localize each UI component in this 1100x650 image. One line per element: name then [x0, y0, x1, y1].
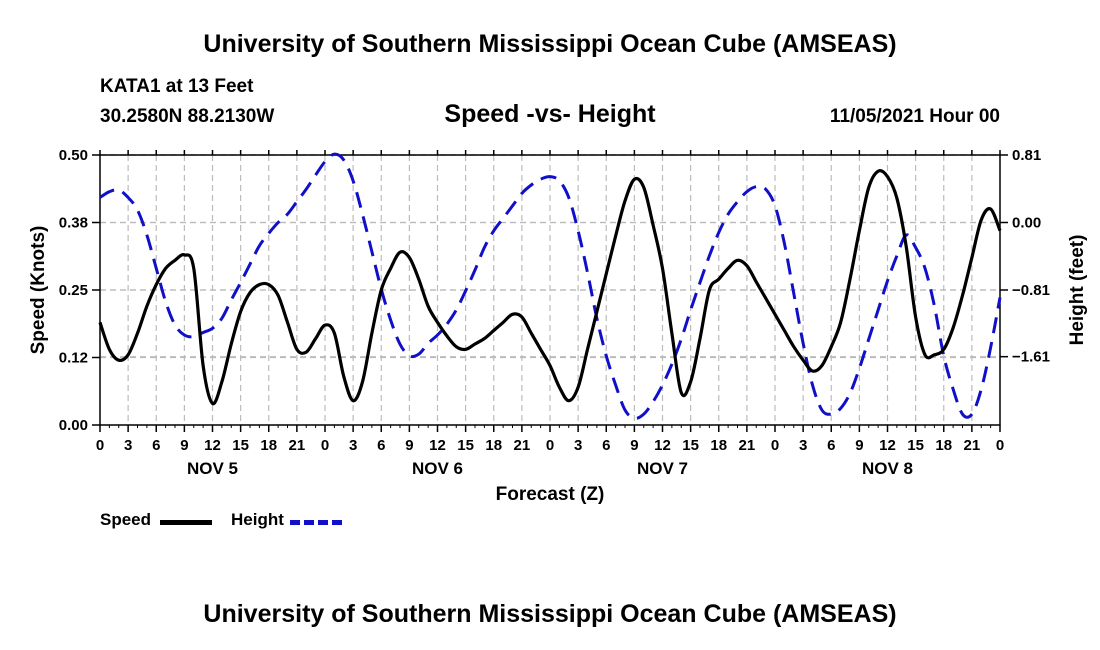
- day-label: NOV 8: [862, 459, 913, 478]
- y2-tick-label: −0.81: [1012, 282, 1050, 299]
- x-tick-label: 0: [321, 437, 329, 454]
- y2-tick-label: 0.81: [1012, 147, 1041, 164]
- x-tick-label: 6: [827, 437, 835, 454]
- x-tick-label: 15: [232, 437, 249, 454]
- legend-speed-swatch: [160, 520, 212, 525]
- x-tick-label: 21: [964, 437, 981, 454]
- station-label: KATA1 at 13 Feet: [100, 76, 254, 97]
- x-tick-label: 9: [855, 437, 863, 454]
- x-tick-label: 12: [879, 437, 896, 454]
- legend-height-swatch: [290, 520, 342, 525]
- x-tick-label: 9: [630, 437, 638, 454]
- x-tick-label: 15: [682, 437, 699, 454]
- y-axis-label: Speed (Knots): [28, 226, 49, 355]
- chart-axes: 0 3 6 9 12 15 18 21 0 3 6 9 12 15 18 21 0 3 6 9 12 15 18 21 0 3 6 9…: [59, 147, 1050, 478]
- x-tick-label: 15: [907, 437, 924, 454]
- day-label: NOV 6: [412, 459, 463, 478]
- y-tick-label: 0.38: [59, 215, 88, 232]
- x-tick-label: 6: [377, 437, 385, 454]
- chart-labels: Forecast (Z) Speed (Knots) Height (feet): [28, 226, 1088, 505]
- station-coordinates: 30.2580N 88.2130W: [100, 106, 275, 127]
- height-series-line: [99, 152, 1002, 420]
- x-tick-label: 12: [204, 437, 221, 454]
- x-tick-label: 12: [654, 437, 671, 454]
- x-tick-label: 6: [602, 437, 610, 454]
- y-tick-label: 0.00: [59, 417, 88, 434]
- x-tick-label: 3: [574, 437, 582, 454]
- x-tick-label: 21: [739, 437, 756, 454]
- legend-height-label: Height: [231, 510, 284, 529]
- y-tick-label: 0.12: [59, 350, 88, 367]
- legend-speed-label: Speed: [100, 510, 152, 529]
- x-tick-label: 15: [457, 437, 474, 454]
- x-tick-label: 3: [124, 437, 132, 454]
- x-tick-label: 18: [935, 437, 952, 454]
- x-tick-label: 0: [546, 437, 554, 454]
- x-tick-label: 21: [289, 437, 306, 454]
- x-tick-label: 12: [429, 437, 446, 454]
- page-title: University of Southern Mississippi Ocean…: [203, 30, 897, 58]
- x-tick-label: 21: [514, 437, 531, 454]
- y-tick-label: 0.25: [59, 282, 88, 299]
- forecast-datetime: 11/05/2021 Hour 00: [829, 106, 1000, 127]
- y2-tick-label: −1.61: [1012, 349, 1050, 366]
- day-label: NOV 7: [637, 459, 688, 478]
- y-tick-label: 0.50: [59, 147, 88, 164]
- x-tick-label: 0: [996, 437, 1004, 454]
- x-axis-label: Forecast (Z): [496, 484, 605, 505]
- speed-height-chart: 0 3 6 9 12 15 18 21 0 3 6 9 12 15 18 21 0 3 6 9 12 15 18 21 0 3 6 9…: [28, 147, 1088, 505]
- y2-tick-label: 0.00: [1012, 215, 1041, 232]
- x-tick-label: 3: [799, 437, 807, 454]
- chart-subtitle: Speed -vs- Height: [444, 100, 656, 128]
- x-tick-label: 18: [260, 437, 277, 454]
- x-tick-label: 3: [349, 437, 357, 454]
- day-label: NOV 5: [187, 459, 238, 478]
- y2-axis-label: Height (feet): [1067, 235, 1088, 346]
- speed-series-line: [98, 169, 1002, 406]
- x-tick-label: 9: [405, 437, 413, 454]
- chart-series: [98, 152, 1002, 420]
- x-tick-label: 6: [152, 437, 160, 454]
- x-tick-label: 0: [96, 437, 104, 454]
- footer-title: University of Southern Mississippi Ocean…: [203, 600, 897, 628]
- x-tick-label: 18: [710, 437, 727, 454]
- x-tick-label: 18: [485, 437, 502, 454]
- x-tick-label: 0: [771, 437, 779, 454]
- x-tick-label: 9: [180, 437, 188, 454]
